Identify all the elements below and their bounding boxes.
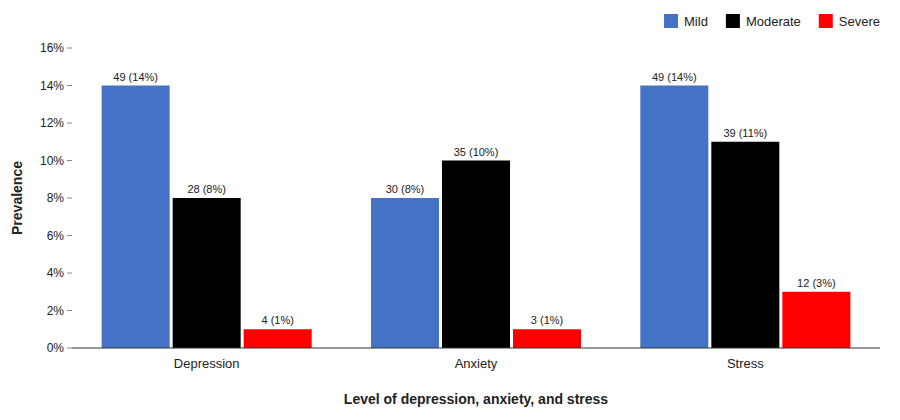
legend-label: Severe	[839, 14, 880, 29]
category-label: Depression	[174, 356, 240, 371]
legend-item: Severe	[819, 14, 880, 29]
data-label: 35 (10%)	[454, 146, 499, 158]
tick-mark	[67, 198, 72, 199]
chart: 0%2%4%6%8%10%12%14%16%49 (14%)30 (8%)49 …	[0, 0, 900, 420]
axis-line	[72, 348, 880, 349]
data-label: 4 (1%)	[261, 314, 293, 326]
tick-mark	[67, 85, 72, 86]
data-label: 3 (1%)	[531, 314, 563, 326]
tick-mark	[67, 48, 72, 49]
tick-label: 6%	[47, 229, 65, 243]
data-label: 39 (11%)	[723, 127, 767, 139]
tick-label: 14%	[40, 79, 64, 93]
legend-swatch	[664, 14, 678, 28]
tick-label: 4%	[47, 266, 65, 280]
tick-label: 10%	[40, 154, 64, 168]
bar	[640, 86, 708, 349]
bar	[173, 198, 241, 348]
x-axis-label: Level of depression, anxiety, and stress	[344, 391, 608, 407]
tick-mark	[67, 348, 72, 349]
tick-mark	[67, 273, 72, 274]
tick-label: 12%	[40, 116, 64, 130]
tick-mark	[67, 235, 72, 236]
tick-label: 8%	[47, 191, 65, 205]
bars	[102, 86, 851, 349]
data-label: 12 (3%)	[797, 277, 836, 289]
y-axis-label: Prevalence	[9, 161, 25, 235]
legend-item: Moderate	[726, 14, 801, 29]
legend-swatch	[726, 14, 740, 28]
category-label: Anxiety	[455, 356, 498, 371]
y-axis: 0% 2% 4% 6% 8% 10% 12% 14% 16%	[40, 41, 72, 355]
bar	[442, 161, 510, 349]
category-label: Stress	[727, 356, 764, 371]
bar	[513, 329, 581, 348]
legend-label: Mild	[684, 14, 708, 29]
tick-mark	[67, 310, 72, 311]
legend: Mild Moderate Severe	[664, 14, 880, 29]
bar	[371, 198, 439, 348]
tick-label: 0%	[47, 341, 65, 355]
tick-label: 16%	[40, 41, 64, 55]
legend-swatch	[819, 14, 833, 28]
x-axis: Depression Anxiety Stress	[72, 348, 880, 371]
bar	[711, 142, 779, 348]
legend-label: Moderate	[746, 14, 801, 29]
data-label: 49 (14%)	[652, 71, 697, 83]
bar	[782, 292, 850, 348]
legend-item: Mild	[664, 14, 708, 29]
tick-mark	[67, 123, 72, 124]
data-label: 28 (8%)	[187, 183, 226, 195]
bar	[102, 86, 170, 349]
tick-label: 2%	[47, 304, 65, 318]
data-label: 30 (8%)	[386, 183, 425, 195]
tick-mark	[67, 160, 72, 161]
data-label: 49 (14%)	[113, 71, 158, 83]
bar	[244, 329, 312, 348]
data-labels: 49 (14%) 30 (8%) 49 (14%) 28 (8%) 35 (10%) 39…	[113, 71, 835, 327]
